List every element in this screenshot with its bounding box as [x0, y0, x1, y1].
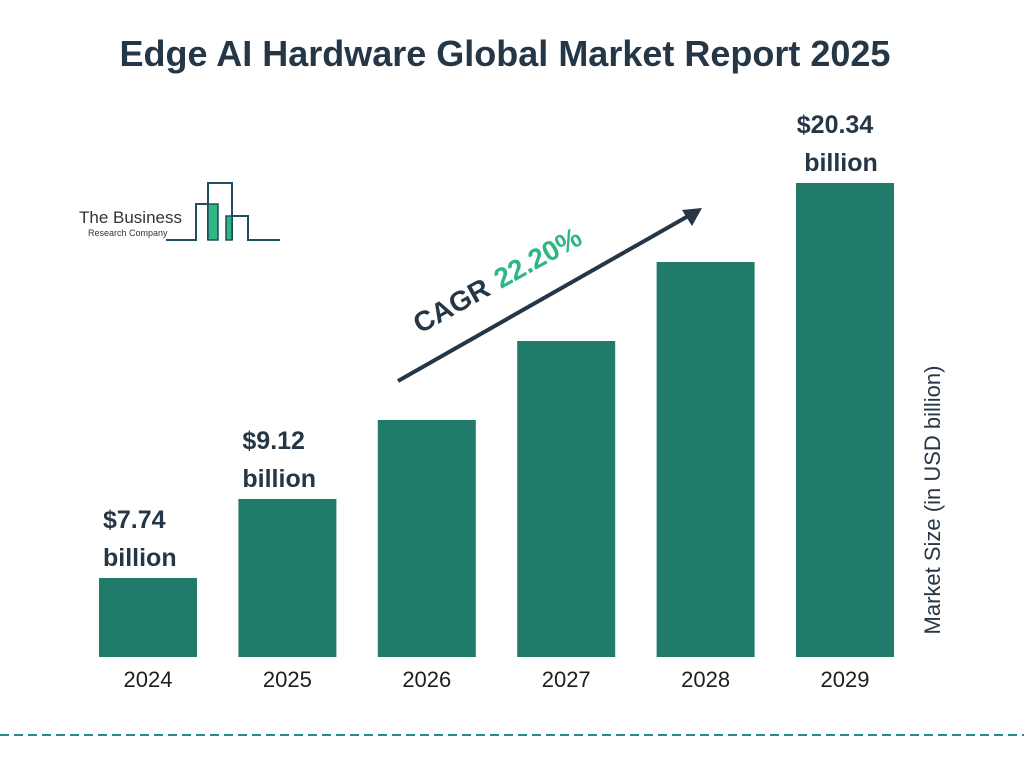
logo: The Business Research Company — [79, 182, 280, 241]
x-tick-label: 2029 — [821, 667, 870, 692]
y-axis-label: Market Size (in USD billion) — [920, 366, 945, 635]
logo-line1: The Business — [79, 208, 182, 227]
chart-title: Edge AI Hardware Global Market Report 20… — [119, 33, 891, 74]
bar-2026 — [377, 420, 476, 657]
svg-text:CAGR22.20%: CAGR22.20% — [408, 221, 587, 339]
bar-2025 — [238, 499, 337, 657]
x-tick-label: 2028 — [681, 667, 730, 692]
x-tick-label: 2024 — [124, 667, 173, 692]
data-label-2025: $9.12 — [242, 427, 305, 455]
x-tick-label: 2025 — [263, 667, 312, 692]
x-tick-label: 2026 — [402, 667, 451, 692]
bar-2029 — [796, 183, 894, 657]
data-label-2024: billion — [103, 544, 177, 572]
data-label-2029: $20.34 — [797, 111, 874, 139]
logo-line2: Research Company — [88, 228, 168, 238]
data-label-2029: billion — [804, 149, 878, 177]
data-label-2025: billion — [242, 465, 316, 493]
data-label-2024: $7.74 — [103, 506, 166, 534]
bar-2027 — [517, 341, 616, 657]
x-tick-label: 2027 — [542, 667, 591, 692]
bar-2028 — [656, 262, 755, 657]
cagr-label: CAGR — [408, 272, 495, 339]
arrow-head-icon — [682, 208, 702, 226]
bar-2024 — [99, 578, 197, 657]
